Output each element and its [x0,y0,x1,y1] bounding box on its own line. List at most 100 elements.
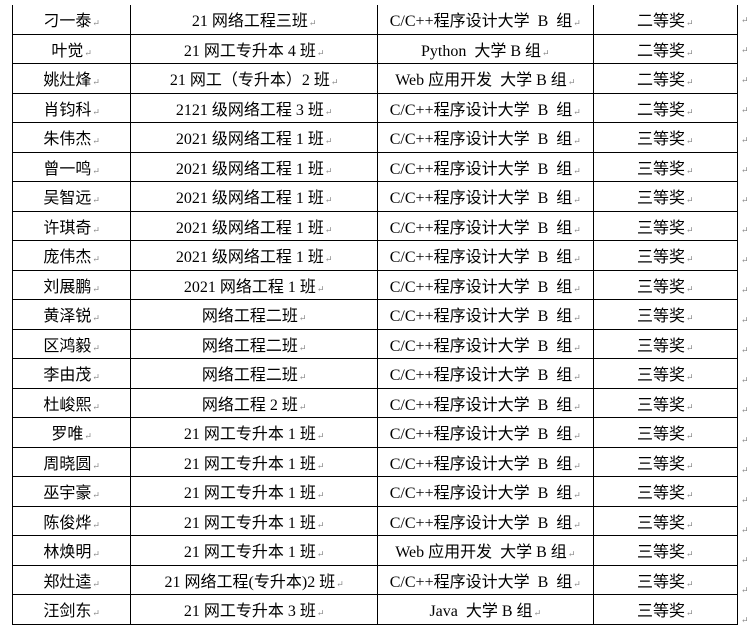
award-level-cell[interactable]: 三等奖 [592,417,739,448]
student-name-cell[interactable]: 巫宇豪 [11,476,132,507]
student-name-cell[interactable]: 罗唯 [11,417,132,448]
contest-group-cell[interactable]: C/C++程序设计大学 B 组 [376,122,594,153]
award-level-cell[interactable]: 三等奖 [592,387,739,418]
contest-group-cell[interactable]: C/C++程序设计大学 B 组 [376,181,594,212]
contest-group-cell[interactable]: C/C++程序设计大学 B 组 [376,505,594,536]
award-level-cell[interactable]: 三等奖 [592,535,739,566]
award-level: 二等奖 [637,13,694,30]
contest-group-cell[interactable]: C/C++程序设计大学 B 组 [376,269,594,300]
class-name-cell[interactable]: 2021 级网络工程 1 班 [130,240,378,271]
class-name: 2021 级网络工程 1 班 [176,190,333,207]
contest-group-cell[interactable]: C/C++程序设计大学 B 组 [376,299,594,330]
award-level-cell[interactable]: 三等奖 [592,269,739,300]
award-level-cell[interactable]: 三等奖 [592,446,739,477]
contest-group: Web 应用开发 大学 B 组 [395,544,575,561]
contest-group-cell[interactable]: C/C++程序设计大学 B 组 [376,446,594,477]
award-level-cell[interactable]: 二等奖 [592,33,739,64]
contest-group-cell[interactable]: Web 应用开发 大学 B 组 [376,535,594,566]
student-name-cell[interactable]: 区鸿毅 [11,328,132,359]
student-name-cell[interactable]: 刁一泰 [11,5,132,35]
student-name-cell[interactable]: 庞伟杰 [11,240,132,271]
student-name-cell[interactable]: 刘展鹏 [11,269,132,300]
award-level-cell[interactable]: 三等奖 [592,151,739,182]
award-level: 三等奖 [637,456,694,473]
award-level-cell[interactable]: 三等奖 [592,122,739,153]
contest-group: C/C++程序设计大学 B 组 [390,308,581,325]
class-name-cell[interactable]: 2021 级网络工程 1 班 [130,151,378,182]
class-name-cell[interactable]: 2121 级网络工程 3 班 [130,92,378,123]
award-level: 二等奖 [637,43,694,60]
contest-group-cell[interactable]: C/C++程序设计大学 B 组 [376,387,594,418]
student-name-cell[interactable]: 肖钧科 [11,92,132,123]
award-level-cell[interactable]: 三等奖 [592,240,739,271]
contest-group-cell[interactable]: C/C++程序设计大学 B 组 [376,92,594,123]
class-name-cell[interactable]: 网络工程二班 [130,299,378,330]
award-level: 三等奖 [637,279,694,296]
class-name-cell[interactable]: 21 网工专升本 1 班 [130,476,378,507]
award-level-cell[interactable]: 三等奖 [592,594,739,625]
award-level-cell[interactable]: 三等奖 [592,505,739,536]
student-name-cell[interactable]: 杜峻熙 [11,387,132,418]
award-level: 三等奖 [637,367,694,384]
class-name-cell[interactable]: 2021 级网络工程 1 班 [130,122,378,153]
contest-group-cell[interactable]: C/C++程序设计大学 B 组 [376,358,594,389]
class-name-cell[interactable]: 21 网工专升本 4 班 [130,33,378,64]
award-level-cell[interactable]: 三等奖 [592,299,739,330]
award-level-cell[interactable]: 三等奖 [592,358,739,389]
class-name-cell[interactable]: 21 网工（专升本）2 班 [130,63,378,94]
student-name-cell[interactable]: 林焕明 [11,535,132,566]
class-name-cell[interactable]: 网络工程二班 [130,328,378,359]
award-level-cell[interactable]: 三等奖 [592,328,739,359]
class-name-cell[interactable]: 21 网工专升本 3 班 [130,594,378,625]
class-name-cell[interactable]: 21 网络工程三班 [130,5,378,35]
awards-table-body: 刁一泰21 网络工程三班C/C++程序设计大学 B 组二等奖叶觉21 网工专升本… [11,5,739,625]
table-row: 区鸿毅 网络工程二班 C/C++程序设计大学 B 组 三等奖 [11,328,739,359]
class-name-cell[interactable]: 21 网络工程(专升本)2 班 [130,564,378,595]
contest-group-cell[interactable]: C/C++程序设计大学 B 组 [376,151,594,182]
class-name-cell[interactable]: 2021 级网络工程 1 班 [130,210,378,241]
class-name-cell[interactable]: 21 网工专升本 1 班 [130,446,378,477]
award-level-cell[interactable]: 二等奖 [592,92,739,123]
contest-group-cell[interactable]: Python 大学 B 组 [376,33,594,64]
class-name-cell[interactable]: 网络工程 2 班 [130,387,378,418]
class-name: 网络工程二班 [202,338,307,355]
class-name-cell[interactable]: 21 网工专升本 1 班 [130,535,378,566]
student-name-cell[interactable]: 郑灶逵 [11,564,132,595]
student-name-cell[interactable]: 朱伟杰 [11,122,132,153]
award-level-cell[interactable]: 三等奖 [592,210,739,241]
student-name: 郑灶逵 [43,574,100,591]
contest-group-cell[interactable]: C/C++程序设计大学 B 组 [376,5,594,35]
student-name-cell[interactable]: 曾一鸣 [11,151,132,182]
contest-group-cell[interactable]: C/C++程序设计大学 B 组 [376,417,594,448]
contest-group-cell[interactable]: Java 大学 B 组 [376,594,594,625]
student-name-cell[interactable]: 汪剑东 [11,594,132,625]
award-level-cell[interactable]: 三等奖 [592,476,739,507]
student-name-cell[interactable]: 黄泽锐 [11,299,132,330]
award-level: 二等奖 [637,102,694,119]
class-name: 21 网络工程三班 [192,13,317,30]
table-row: 庞伟杰 2021 级网络工程 1 班 C/C++程序设计大学 B 组 三等奖 [11,240,739,271]
contest-group-cell[interactable]: C/C++程序设计大学 B 组 [376,564,594,595]
class-name-cell[interactable]: 21 网工专升本 1 班 [130,417,378,448]
award-level-cell[interactable]: 三等奖 [592,564,739,595]
student-name-cell[interactable]: 许琪奇 [11,210,132,241]
contest-group-cell[interactable]: Web 应用开发 大学 B 组 [376,63,594,94]
student-name-cell[interactable]: 吴智远 [11,181,132,212]
contest-group-cell[interactable]: C/C++程序设计大学 B 组 [376,240,594,271]
award-level-cell[interactable]: 二等奖 [592,63,739,94]
class-name-cell[interactable]: 21 网工专升本 1 班 [130,505,378,536]
class-name-cell[interactable]: 网络工程二班 [130,358,378,389]
student-name-cell[interactable]: 叶觉 [11,33,132,64]
award-level-cell[interactable]: 二等奖 [592,5,739,35]
class-name: 2021 网络工程 1 班 [184,279,325,296]
student-name-cell[interactable]: 李由茂 [11,358,132,389]
award-level-cell[interactable]: 三等奖 [592,181,739,212]
contest-group-cell[interactable]: C/C++程序设计大学 B 组 [376,328,594,359]
student-name-cell[interactable]: 姚灶烽 [11,63,132,94]
student-name-cell[interactable]: 周晓圆 [11,446,132,477]
contest-group-cell[interactable]: C/C++程序设计大学 B 组 [376,210,594,241]
class-name-cell[interactable]: 2021 网络工程 1 班 [130,269,378,300]
student-name-cell[interactable]: 陈俊烨 [11,505,132,536]
contest-group-cell[interactable]: C/C++程序设计大学 B 组 [376,476,594,507]
class-name-cell[interactable]: 2021 级网络工程 1 班 [130,181,378,212]
